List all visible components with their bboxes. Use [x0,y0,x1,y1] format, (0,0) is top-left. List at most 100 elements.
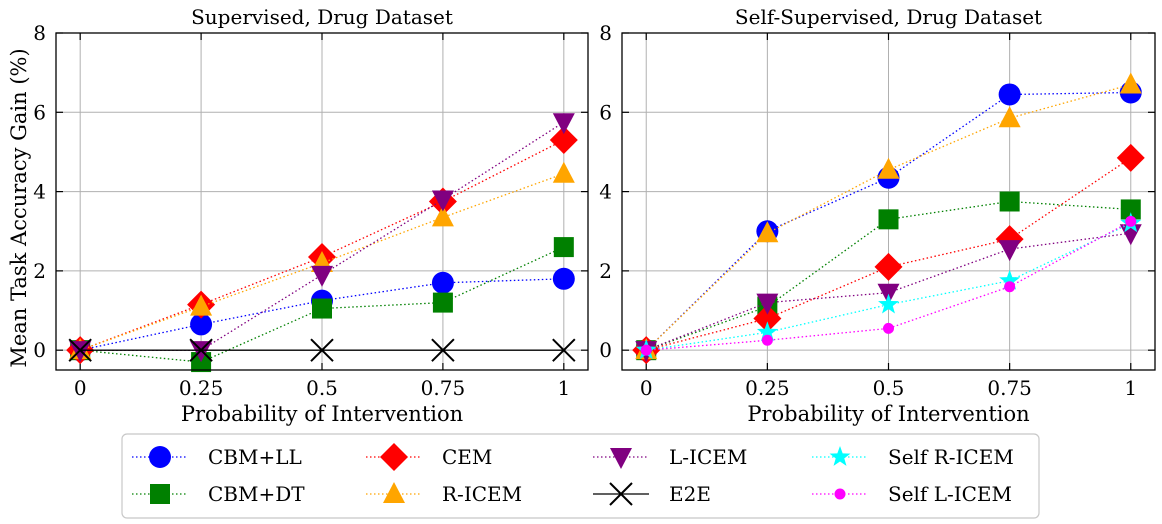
data-point-l-icem [756,293,779,315]
chart-panel-1: Supervised, Drug Dataset 0 0.25 0.5 0.75 1 0 2 4… [33,5,589,426]
data-point-cbm-dt [432,292,453,313]
y-tick-label: 8 [599,21,612,45]
data-point-cbm-dt [553,237,574,258]
legend-entry-cem: CEM [366,443,492,471]
legend-label: Self L-ICEM [888,482,1012,506]
data-point-self-l-icem [1004,281,1016,293]
series-line-self-l-icem [646,220,1132,351]
legend-marker-self-l-icem [834,488,846,500]
data-point-cbm-dt [1120,199,1141,220]
data-point-l-icem [431,190,454,212]
legend-entry-e2e: E2E [593,482,711,506]
y-tick-label: 2 [599,259,612,283]
legend-label: CEM [442,445,492,469]
axis-ticks: 0 0.25 0.5 0.75 1 0 2 4 6 8 [33,21,588,400]
data-point-cbm-ll [431,271,454,294]
y-tick-label: 2 [33,259,46,283]
x-tick-label: 0 [640,376,653,400]
data-point-l-icem [190,341,213,363]
legend-label: CBM+DT [208,482,305,506]
x-tick-label: 0.75 [987,376,1032,400]
series-line-cbm-ll [645,91,1131,351]
grid [56,32,588,370]
data-point-e2e [68,338,92,362]
y-tick-label: 0 [599,338,612,362]
legend-entry-cbm-ll: CBM+LL [132,445,302,469]
data-point-r-icem [877,157,900,179]
series-self-l-icem [640,215,1137,356]
y-tick-label: 6 [599,100,612,124]
data-point-l-icem [552,113,575,135]
legend-label: Self R-ICEM [888,445,1014,469]
data-point-r-icem [998,106,1021,128]
plot-frame [621,32,1156,371]
series-line-cbm-ll [80,278,564,351]
data-point-self-l-icem [761,334,773,346]
x-axis-label: Probability of Intervention [747,402,1029,426]
x-tick-label: 0.25 [179,376,224,400]
data-point-cbm-ll [190,313,213,336]
data-point-r-icem [190,294,213,316]
x-tick-label: 0.75 [421,376,466,400]
legend-label: L-ICEM [669,445,747,469]
data-point-cbm-ll [998,83,1021,106]
x-tick-label: 0.25 [745,376,790,400]
grid [622,32,1155,370]
legend-entry-cbm-dt: CBM+DT [132,482,305,506]
data-point-l-icem [311,265,333,287]
data-point-self-r-icem [999,269,1021,290]
y-tick-label: 4 [33,180,46,204]
x-axis-label: Probability of Intervention [181,402,463,426]
legend-label: E2E [669,482,711,506]
legend-marker-self-r-icem [829,446,851,466]
x-tick-label: 0 [74,376,87,400]
legend-marker-r-icem [383,482,405,503]
x-tick-label: 1 [1124,376,1137,400]
data-point-cem [549,126,578,155]
x-tick-label: 0.5 [306,376,338,400]
chart-title: Self-Supervised, Drug Dataset [735,5,1042,29]
y-tick-label: 0 [33,338,46,362]
data-point-cem [753,304,782,333]
data-point-self-r-icem [756,321,778,342]
legend-label: R-ICEM [442,482,522,506]
x-tick-label: 0.5 [873,376,905,400]
data-point-e2e [189,338,213,362]
legend-entry-self-r-icem: Self R-ICEM [812,445,1014,469]
legend-label: CBM+LL [208,445,302,469]
legend-entry-l-icem: L-ICEM [593,445,747,469]
data-point-l-icem [998,240,1021,262]
chart-panel-2: Self-Supervised, Drug Dataset 0 0.25 0.5 0.7… [599,5,1156,426]
legend-marker-e2e [609,482,633,506]
data-point-r-icem [552,161,575,183]
data-point-cbm-dt [312,298,332,319]
data-point-l-icem [69,341,92,363]
data-point-self-l-icem [883,322,894,334]
legend-entry-self-l-icem: Self L-ICEM [812,482,1012,506]
data-point-r-icem [1119,72,1142,94]
series-line-cem [79,139,565,351]
y-tick-label: 6 [33,100,46,124]
legend-marker-cbm-dt [150,484,170,504]
chart-title: Supervised, Drug Dataset [191,5,453,29]
legend-entry-r-icem: R-ICEM [366,482,522,506]
legend-marker-cem [380,443,408,471]
data-point-self-l-icem [1125,215,1137,227]
series-line-cbm-dt [645,200,1131,351]
series-e2e [68,338,576,362]
x-tick-label: 1 [557,376,570,400]
data-point-e2e [310,338,334,362]
y-tick-label: 8 [33,21,46,45]
data-point-r-icem [431,205,454,227]
legend-frame [121,433,1040,519]
data-point-cem [1116,143,1145,172]
data-point-cem [874,252,903,281]
series-r-icem [635,72,1142,360]
data-point-self-r-icem [878,293,899,314]
series-line-cbm-dt [80,246,565,363]
data-point-cbm-dt [999,191,1020,212]
data-point-cbm-dt [878,209,899,230]
y-axis-label: Mean Task Accuracy Gain (%) [7,48,31,367]
legend: CBM+LL CBM+DT CEM R-ICEM L-ICEM E2E Self R-ICE… [121,433,1040,519]
